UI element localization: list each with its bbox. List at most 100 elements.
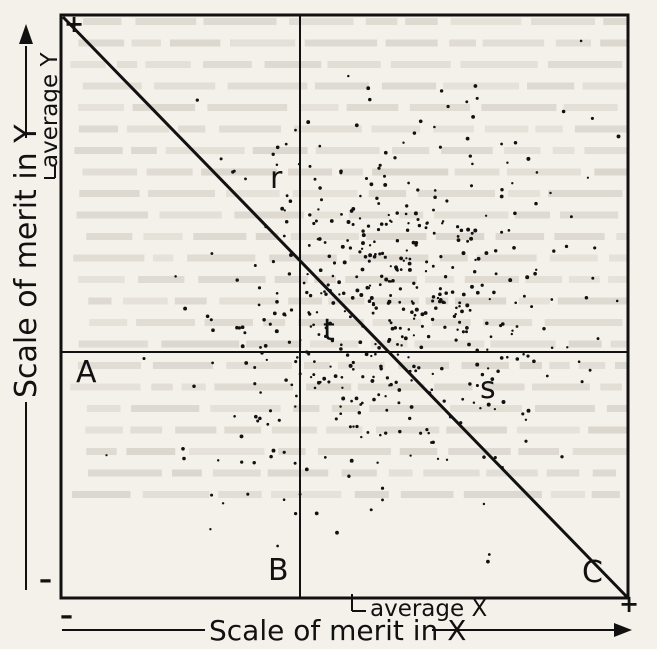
- bleed-through-word: [366, 233, 427, 240]
- scatter-point: [240, 460, 244, 464]
- scatter-point: [390, 220, 393, 223]
- scatter-point: [348, 246, 353, 250]
- bleed-through-word: [504, 147, 541, 154]
- bleed-through-word: [146, 168, 193, 176]
- scatter-point: [552, 249, 556, 253]
- scatter-point: [195, 98, 199, 102]
- scatter-point: [210, 252, 214, 255]
- scatter-point: [412, 317, 416, 320]
- bleed-through-word: [563, 104, 618, 111]
- bleed-through-word: [388, 469, 413, 477]
- scatter-point: [412, 281, 416, 285]
- bleed-through-word: [72, 491, 131, 498]
- scatter-point: [430, 441, 433, 444]
- scatter-point: [376, 228, 381, 232]
- bleed-through-word: [327, 61, 381, 68]
- scatter-point: [377, 166, 381, 170]
- scatter-point: [459, 228, 464, 233]
- scatter-point: [396, 342, 399, 346]
- bleed-through-word: [210, 405, 281, 412]
- average-y-label: average Y: [37, 52, 63, 168]
- scatter-point: [313, 360, 316, 363]
- bleed-through-word: [159, 211, 222, 219]
- bleed-through-word: [70, 383, 141, 391]
- bleed-through-word: [136, 319, 195, 326]
- scatter-point: [383, 182, 388, 187]
- scatter-point: [577, 360, 581, 363]
- scatter-point: [398, 287, 402, 291]
- bleed-through-word: [348, 211, 390, 219]
- scatter-point: [240, 325, 245, 330]
- scatter-point: [275, 299, 279, 304]
- scatter-point: [371, 301, 375, 305]
- scatter-point: [350, 296, 355, 300]
- selection-diagonal-line: [61, 15, 629, 599]
- scatter-point: [307, 243, 311, 247]
- bleed-through-word: [495, 233, 545, 240]
- bleed-through-word: [204, 319, 253, 326]
- scatter-point: [452, 314, 457, 319]
- bleed-through-word: [606, 405, 628, 412]
- scatter-point: [340, 343, 343, 346]
- scatter-point: [367, 259, 371, 263]
- scatter-point: [448, 415, 453, 419]
- scatter-point: [293, 461, 297, 465]
- scatter-point: [366, 430, 370, 434]
- scatter-point: [277, 418, 281, 422]
- scatter-point: [411, 301, 415, 305]
- bleed-through-word: [372, 168, 449, 176]
- scatter-point: [351, 367, 355, 371]
- scatter-point: [484, 214, 488, 217]
- bleed-through-word: [481, 104, 557, 111]
- bleed-through-word: [123, 297, 168, 305]
- scatter-point: [345, 353, 350, 357]
- scatter-point: [359, 293, 364, 297]
- scatter-point: [305, 290, 309, 295]
- scatter-point: [500, 188, 504, 192]
- scatter-point: [259, 346, 262, 349]
- scatter-point: [443, 325, 447, 329]
- bleed-through-word: [616, 233, 628, 240]
- scatter-point: [402, 259, 405, 262]
- scatter-point: [329, 365, 332, 368]
- scatter-point: [293, 511, 298, 516]
- scatter-point: [593, 246, 597, 250]
- scatter-point: [410, 310, 414, 314]
- scatter-point: [480, 283, 484, 287]
- scatter-point: [398, 300, 402, 304]
- scatter-point: [560, 455, 564, 459]
- bleed-through-word: [425, 276, 455, 283]
- scatter-point: [396, 353, 400, 356]
- bleed-through-word: [79, 190, 140, 197]
- bleed-through-word: [82, 82, 142, 90]
- region-label-A: A: [76, 355, 97, 390]
- scatter-point: [183, 306, 188, 311]
- scatter-point: [499, 356, 504, 360]
- scatter-point: [371, 311, 375, 315]
- scatter-point: [244, 177, 247, 181]
- scatter-point: [216, 459, 220, 462]
- scatter-point: [456, 328, 459, 331]
- scatter-point: [458, 301, 462, 305]
- scatter-point: [275, 163, 279, 166]
- scatter-point: [473, 228, 478, 233]
- bleed-through-word: [214, 383, 293, 391]
- bleed-through-word: [306, 383, 352, 391]
- scatter-point: [340, 375, 344, 379]
- bleed-through-word: [535, 405, 595, 412]
- scatter-point: [313, 386, 317, 390]
- minus-sign-bottom: –: [60, 601, 73, 631]
- bleed-through-word: [219, 297, 279, 305]
- scatter-point: [298, 492, 302, 496]
- scatter-point: [211, 361, 214, 365]
- scatter-point: [232, 169, 236, 173]
- scatter-point: [330, 338, 335, 343]
- scatter-point: [550, 298, 554, 301]
- scatter-point: [455, 225, 460, 229]
- scatter-point: [268, 322, 272, 326]
- scatter-point: [532, 359, 536, 364]
- bleed-through-word: [317, 448, 391, 455]
- bleed-through-word: [560, 211, 619, 219]
- scatter-point: [358, 340, 363, 345]
- scatter-point: [439, 255, 443, 259]
